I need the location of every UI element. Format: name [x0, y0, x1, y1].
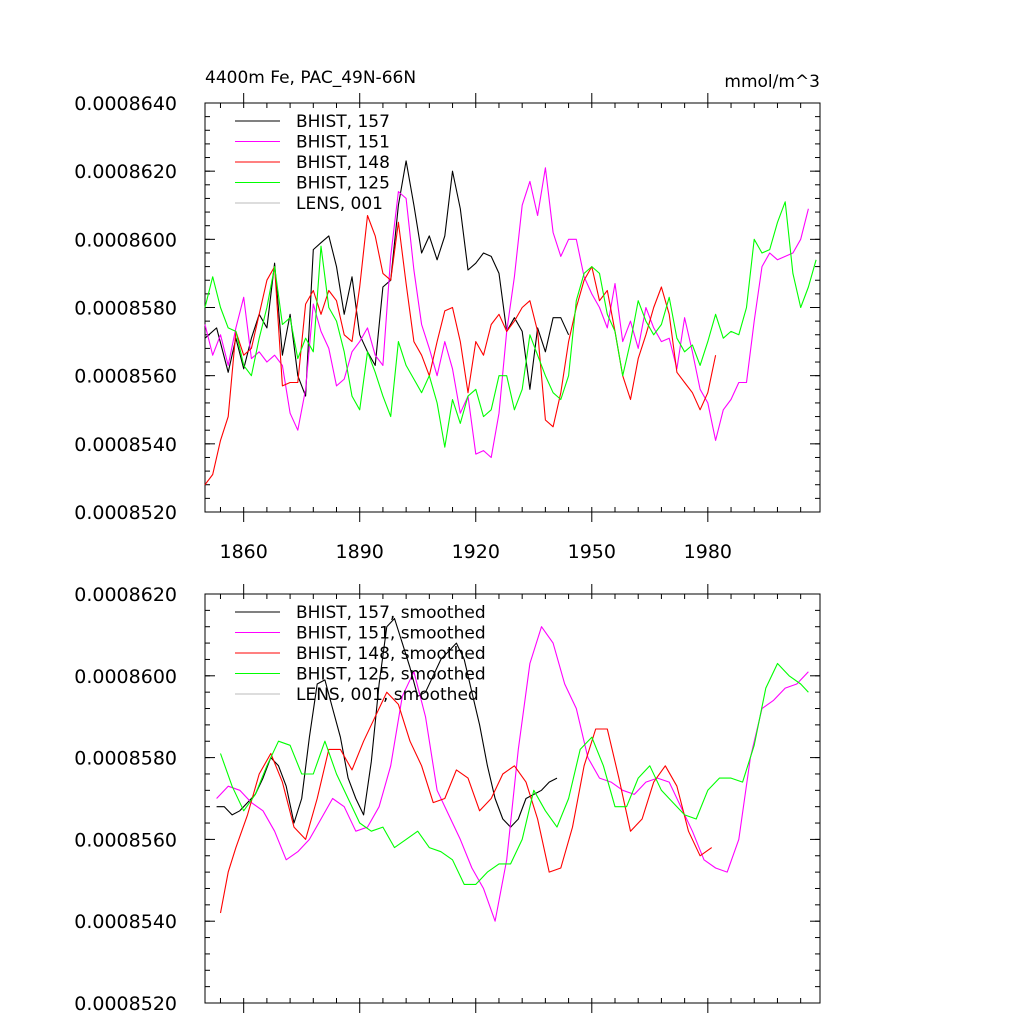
legend-label: BHIST, 148	[296, 153, 390, 173]
legend-label: BHIST, 151, smoothed	[296, 624, 486, 644]
y-tick-label: 0.0008520	[74, 502, 177, 524]
y-tick-label: 0.0008620	[74, 584, 177, 606]
x-tick-label: 1860	[219, 541, 267, 563]
legend-label: BHIST, 125, smoothed	[296, 665, 486, 685]
y-tick-label: 0.0008540	[74, 434, 177, 456]
y-tick-label: 0.0008580	[74, 748, 177, 770]
bottom-plot-frame	[204, 593, 821, 1004]
legend-label: BHIST, 157	[296, 112, 390, 132]
y-tick-label: 0.0008600	[74, 666, 177, 688]
legend-label: LENS, 001	[296, 194, 383, 214]
legend-label: BHIST, 151	[296, 133, 390, 153]
legend-label: BHIST, 125	[296, 174, 390, 194]
top-chart-units: mmol/m^3	[724, 72, 820, 92]
bottom-series-line-3	[219, 662, 809, 885]
y-tick-label: 0.0008600	[74, 229, 177, 251]
bottom-series-line-1	[216, 626, 809, 922]
legend-label: BHIST, 157, smoothed	[296, 603, 486, 623]
legend-label: BHIST, 148, smoothed	[296, 644, 486, 664]
x-tick-label: 1950	[568, 541, 616, 563]
y-tick-label: 0.0008560	[74, 829, 177, 851]
x-tick-label: 1920	[452, 541, 500, 563]
bottom-series-line-2	[219, 691, 713, 914]
y-tick-label: 0.0008520	[74, 993, 177, 1015]
x-tick-label: 1890	[336, 541, 384, 563]
y-tick-label: 0.0008620	[74, 161, 177, 183]
top-chart-title: 4400m Fe, PAC_49N-66N	[205, 68, 416, 88]
y-tick-label: 0.0008580	[74, 298, 177, 320]
x-tick-label: 1980	[684, 541, 732, 563]
legend-label: LENS, 001, smoothed	[296, 685, 479, 705]
top-chart-panel: 4400m Fe, PAC_49N-66N mmol/m^3 1860 1890 1…	[74, 68, 821, 563]
y-tick-label: 0.0008560	[74, 366, 177, 388]
y-tick-label: 0.0008640	[74, 93, 177, 115]
y-tick-label: 0.0008540	[74, 911, 177, 933]
top-series-line-3	[204, 201, 817, 448]
top-series-line-2	[204, 214, 717, 486]
bottom-chart-panel: 0.0008520 0.0008540 0.0008560 0.0008580 0.00…	[74, 584, 821, 1015]
